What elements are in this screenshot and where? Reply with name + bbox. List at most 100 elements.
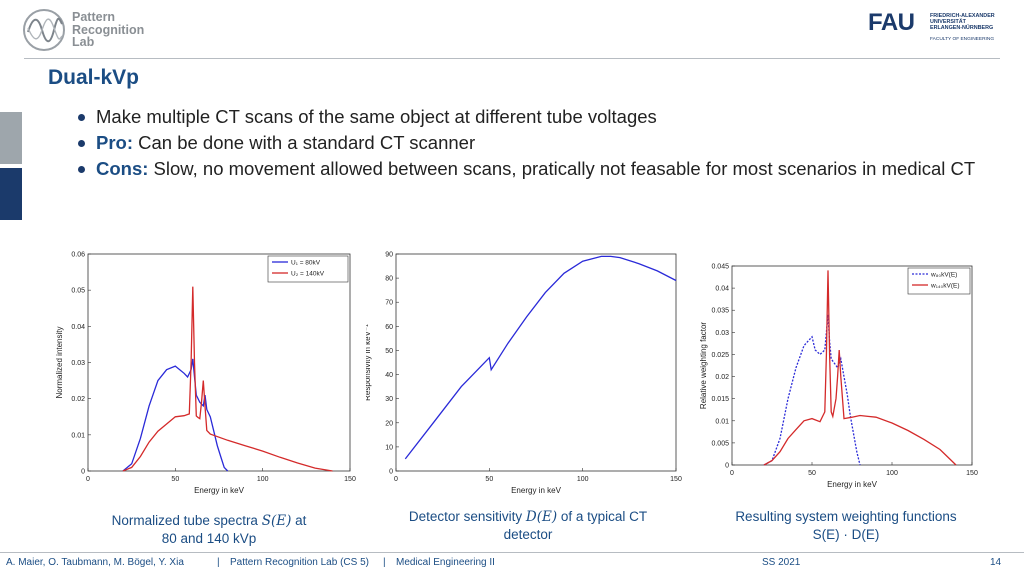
y-tick-label: 70 bbox=[385, 300, 393, 307]
y-tick-label: 80 bbox=[385, 276, 393, 283]
header-divider bbox=[24, 58, 1000, 59]
legend-box bbox=[267, 255, 349, 283]
x-tick-label: 100 bbox=[886, 470, 898, 477]
y-tick-label: 0.035 bbox=[711, 308, 729, 315]
caption-tube-spectra: Normalized tube spectra S(E) at 80 and 1… bbox=[74, 512, 344, 548]
y-tick-label: 0.06 bbox=[71, 252, 85, 259]
y-tick-label: 0.01 bbox=[715, 418, 729, 425]
legend-label: w₈₀kV(E) bbox=[930, 272, 957, 279]
y-tick-label: 0.05 bbox=[71, 288, 85, 295]
fau-logo-letters: FAU bbox=[868, 9, 915, 36]
bullet-list: Make multiple CT scans of the same objec… bbox=[76, 104, 976, 182]
side-marker-blue bbox=[0, 168, 22, 220]
plot-frame bbox=[395, 253, 677, 472]
caption-text: at bbox=[291, 513, 307, 528]
caption-text: S(E) · D(E) bbox=[812, 527, 880, 542]
y-tick-label: 0 bbox=[81, 469, 85, 476]
y-tick-label: 40 bbox=[385, 372, 393, 379]
x-tick-label: 0 bbox=[394, 476, 398, 483]
y-tick-label: 0.01 bbox=[71, 432, 85, 439]
x-tick-label: 0 bbox=[730, 470, 734, 477]
y-axis-label: Normalized intensity bbox=[55, 326, 64, 398]
x-tick-label: 100 bbox=[577, 476, 589, 483]
plot-frame bbox=[87, 253, 351, 472]
bullet-text: Can be done with a standard CT scanner bbox=[133, 132, 476, 153]
footer-divider bbox=[0, 552, 1024, 553]
y-tick-label: 0.015 bbox=[711, 396, 729, 403]
fau-line: FRIEDRICH-ALEXANDER bbox=[930, 13, 995, 19]
legend-label: U₂ = 140kV bbox=[291, 271, 325, 278]
x-tick-label: 150 bbox=[966, 470, 978, 477]
tube-spectra-chart: 0 50 100 150 0 0.01 0.02 0.03 0.04 0.05 0.06 Energy… bbox=[55, 252, 356, 496]
series-line bbox=[763, 314, 861, 466]
x-tick-label: 150 bbox=[344, 476, 356, 483]
plot-frame bbox=[731, 265, 973, 466]
series-line bbox=[404, 255, 677, 460]
y-tick-label: 0.03 bbox=[71, 360, 85, 367]
bullet-keyword: Cons: bbox=[96, 158, 149, 179]
x-tick-label: 50 bbox=[171, 476, 179, 483]
footer-page-number: 14 bbox=[990, 557, 1002, 568]
caption-text: of a typical CT bbox=[557, 509, 648, 524]
y-tick-label: 0.04 bbox=[71, 324, 85, 331]
footer-authors: A. Maier, O. Taubmann, M. Bögel, Y. Xia bbox=[6, 557, 184, 568]
logo-line: Lab bbox=[72, 35, 95, 50]
bullet-text: Slow, no movement allowed between scans,… bbox=[148, 158, 976, 179]
prl-logo: Pattern Recognition Lab bbox=[22, 8, 144, 52]
fau-logo: FAU FRIEDRICH-ALEXANDER UNIVERSITÄT ERLA… bbox=[868, 9, 1008, 47]
fau-line: UNIVERSITÄT bbox=[930, 19, 966, 25]
footer-lab: Pattern Recognition Lab (CS 5) bbox=[230, 557, 369, 568]
caption-text: Resulting system weighting functions bbox=[735, 509, 957, 524]
y-tick-label: 60 bbox=[385, 324, 393, 331]
series-line bbox=[122, 286, 333, 472]
x-axis-label: Energy in keV bbox=[827, 480, 877, 489]
footer-course: Medical Engineering II bbox=[396, 557, 495, 568]
caption-math: S(E) bbox=[261, 513, 292, 529]
caption-weighting: Resulting system weighting functions S(E… bbox=[706, 508, 986, 544]
series-line bbox=[763, 270, 957, 466]
y-tick-label: 0.02 bbox=[715, 374, 729, 381]
bullet-item: Make multiple CT scans of the same objec… bbox=[76, 104, 976, 130]
y-tick-label: 20 bbox=[385, 420, 393, 427]
slide-title: Dual-kVp bbox=[48, 66, 140, 89]
x-axis-label: Energy in keV bbox=[511, 486, 561, 495]
caption-text: detector bbox=[503, 527, 553, 542]
bullet-item: Pro: Can be done with a standard CT scan… bbox=[76, 130, 976, 156]
x-tick-label: 0 bbox=[86, 476, 90, 483]
fau-line: ERLANGEN-NÜRNBERG bbox=[930, 25, 994, 31]
y-tick-label: 0 bbox=[725, 463, 729, 470]
y-tick-label: 0 bbox=[389, 469, 393, 476]
y-axis-label: Relative weighting factor bbox=[699, 322, 708, 409]
x-tick-label: 50 bbox=[485, 476, 493, 483]
caption-text: Normalized tube spectra bbox=[111, 513, 262, 528]
caption-math: D(E) bbox=[525, 509, 558, 525]
y-tick-label: 10 bbox=[385, 444, 393, 451]
y-tick-label: 0.04 bbox=[715, 286, 729, 293]
footer-separator: | bbox=[383, 557, 386, 568]
legend-box bbox=[907, 267, 971, 295]
caption-text: Detector sensitivity bbox=[408, 509, 526, 524]
detector-sensitivity-chart: 0 50 100 150 0 10 20 30 40 50 60 70 80 90 Energy in ke… bbox=[366, 252, 682, 496]
y-tick-label: 0.005 bbox=[711, 440, 729, 447]
fau-logo-university: FRIEDRICH-ALEXANDER UNIVERSITÄT ERLANGEN… bbox=[930, 13, 995, 31]
x-tick-label: 150 bbox=[670, 476, 682, 483]
x-tick-label: 100 bbox=[257, 476, 269, 483]
y-tick-label: 0.02 bbox=[71, 396, 85, 403]
logo-line: Pattern bbox=[72, 10, 116, 25]
caption-text: 80 and 140 kVp bbox=[161, 531, 257, 546]
fau-faculty: FACULTY OF ENGINEERING bbox=[930, 37, 995, 42]
footer-term: SS 2021 bbox=[762, 557, 801, 568]
logo-line: Recognition bbox=[72, 22, 145, 37]
bullet-text: Make multiple CT scans of the same objec… bbox=[96, 106, 657, 127]
y-tick-label: 30 bbox=[385, 396, 393, 403]
y-tick-label: 0.025 bbox=[711, 352, 729, 359]
y-tick-label: 0.03 bbox=[715, 330, 729, 337]
y-tick-label: 0.045 bbox=[711, 264, 729, 271]
footer-separator: | bbox=[217, 557, 220, 568]
y-axis-label: Responsivity in keV⁻¹ bbox=[366, 324, 372, 401]
prl-logo-text: Pattern Recognition Lab bbox=[72, 11, 144, 49]
y-tick-label: 90 bbox=[385, 252, 393, 259]
weighting-functions-chart: 0 50 100 150 0 0.005 0.01 0.015 0.02 0.025 0.03 0.0… bbox=[699, 264, 978, 490]
x-tick-label: 50 bbox=[808, 470, 816, 477]
prl-logo-icon bbox=[23, 9, 65, 51]
